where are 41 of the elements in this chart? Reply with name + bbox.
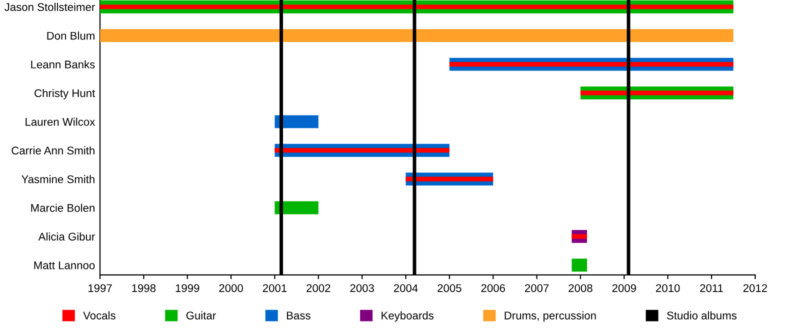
y-tick-label: Don Blum — [47, 32, 94, 40]
bar — [100, 29, 734, 42]
y-tick-label: Jason Stollsteimer — [4, 2, 95, 12]
legend-label: Vocals — [83, 311, 116, 320]
x-tick-label: 2001 — [262, 284, 287, 292]
bar — [572, 234, 588, 239]
x-tick-label: 2009 — [612, 284, 636, 292]
y-tick-label: Alicia Gibur — [38, 232, 95, 241]
x-tick-label: 2005 — [438, 284, 462, 292]
bar — [406, 176, 494, 182]
x-tick-label: 2004 — [394, 284, 418, 292]
legend-label: Guitar — [186, 311, 216, 320]
x-tick-label: 1997 — [88, 284, 112, 292]
legend-label: Bass — [286, 312, 310, 320]
x-tick-label: 2010 — [656, 284, 680, 292]
legend-label: Keyboards — [382, 311, 434, 322]
x-tick-label: 2008 — [568, 284, 592, 292]
x-tick-label: 2000 — [219, 284, 243, 292]
y-tick-label: Carrie Ann Smith — [12, 146, 94, 154]
x-tick-label: 2003 — [350, 284, 374, 292]
bar — [274, 201, 318, 214]
x-tick-label: 1999 — [176, 284, 200, 292]
x-tick-label: 2006 — [481, 284, 505, 292]
y-tick-label: Christy Hunt — [34, 88, 96, 100]
legend-label: Studio albums — [667, 311, 737, 320]
bar — [449, 62, 734, 67]
bar — [100, 4, 734, 10]
x-tick-label: 2007 — [525, 284, 549, 292]
x-tick-label: 1998 — [132, 284, 156, 292]
x-tick-label: 2012 — [743, 284, 767, 292]
legend-label: Drums, percussion — [504, 311, 596, 322]
x-tick-label: 2002 — [306, 284, 330, 292]
y-tick-label: Lauren Wilcox — [26, 118, 96, 126]
y-tick-label: Leann Banks — [31, 60, 95, 68]
x-tick-label: 2011 — [700, 284, 723, 292]
y-tick-label: Matt Lannoo — [34, 262, 95, 270]
y-tick-label: Marcie Bolen — [31, 204, 94, 212]
bar — [274, 148, 450, 153]
bar — [580, 90, 734, 96]
y-tick-label: Yasmine Smith — [21, 175, 94, 184]
bar — [572, 258, 588, 272]
